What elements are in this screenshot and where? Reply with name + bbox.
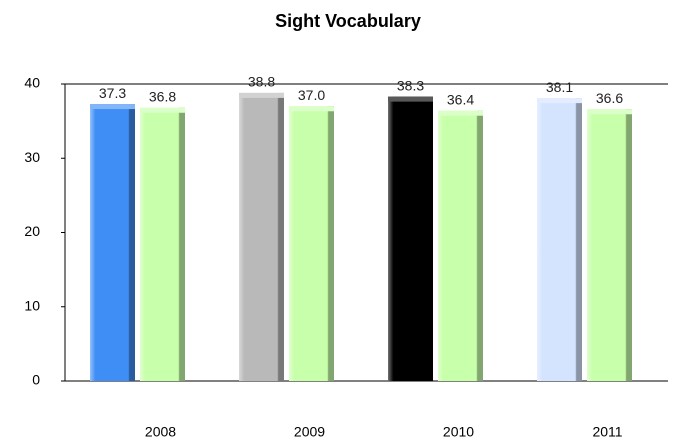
bar-top bbox=[239, 92, 284, 98]
bar bbox=[388, 96, 433, 381]
bar-top bbox=[438, 110, 483, 116]
y-tick-label: 10 bbox=[24, 297, 40, 313]
value-label: 38.8 bbox=[248, 74, 275, 90]
bar bbox=[289, 106, 334, 382]
value-label: 37.3 bbox=[99, 85, 126, 101]
bar-top bbox=[90, 104, 135, 110]
value-label: 38.3 bbox=[397, 77, 424, 93]
bar-top bbox=[289, 106, 334, 112]
bar bbox=[537, 98, 582, 382]
value-label: 36.6 bbox=[596, 90, 623, 106]
x-tick-label: 2011 bbox=[592, 424, 622, 440]
chart-title: Sight Vocabulary bbox=[275, 11, 421, 31]
bar bbox=[239, 92, 284, 381]
bar-top bbox=[140, 107, 185, 113]
y-tick-label: 20 bbox=[24, 223, 40, 239]
bar-top bbox=[537, 98, 582, 104]
bar bbox=[140, 107, 185, 381]
value-label: 38.1 bbox=[546, 79, 573, 95]
x-tick-label: 2010 bbox=[443, 424, 474, 440]
bar bbox=[587, 109, 632, 382]
bar bbox=[90, 104, 135, 382]
y-tick-label: 30 bbox=[24, 149, 40, 165]
value-label: 36.8 bbox=[149, 88, 176, 104]
bar bbox=[438, 110, 483, 381]
bar-top bbox=[388, 96, 433, 102]
x-tick-label: 2009 bbox=[294, 424, 325, 440]
y-tick-label: 40 bbox=[24, 75, 40, 91]
y-tick-label: 0 bbox=[32, 372, 40, 388]
value-label: 37.0 bbox=[298, 87, 325, 103]
x-tick-label: 2008 bbox=[145, 424, 176, 440]
bar-top bbox=[587, 109, 632, 115]
value-label: 36.4 bbox=[447, 91, 474, 107]
